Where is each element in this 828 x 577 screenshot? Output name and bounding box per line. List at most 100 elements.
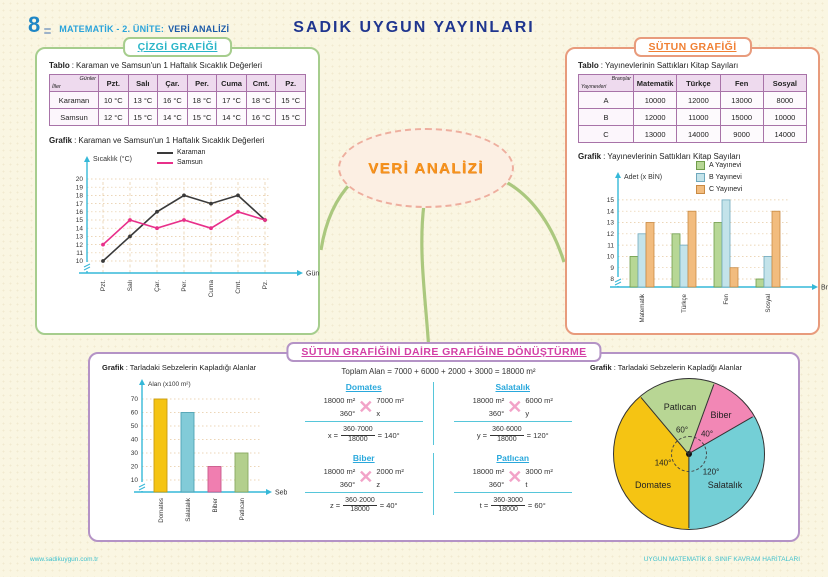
- table-cell: 15 °C: [127, 108, 159, 126]
- y-axis-arrow: [139, 379, 145, 385]
- legend-label: Karaman: [177, 149, 206, 156]
- bar: [771, 210, 781, 288]
- calc-title: Biber: [352, 452, 375, 463]
- table-col-header: Per.: [186, 74, 218, 92]
- data-point: [236, 209, 240, 214]
- table-cell: 13000: [719, 91, 764, 109]
- data-point: [155, 209, 159, 214]
- bar-graph-panel-tab: SÜTUN GRAFİĞİ: [633, 37, 752, 57]
- table-col-header: Çar.: [157, 74, 188, 92]
- conversion-calculations: Toplam Alan = 7000 + 6000 + 2000 + 3000 …: [295, 363, 582, 536]
- calc-block-biber: Biber 18000 m² 360° ✕ 2000 m² z z = 360·20…: [295, 452, 434, 515]
- cross-multiply-icon: ✕: [358, 467, 374, 488]
- x-tick-label: Salı: [127, 280, 134, 291]
- y-tick-label: 13: [607, 220, 615, 227]
- y-tick-label: 60: [131, 410, 139, 417]
- legend-box-swatch: [696, 173, 705, 182]
- corner-bottom-label: İller: [52, 84, 61, 90]
- y-tick-label: 18: [76, 193, 84, 200]
- table-col-header: Pzt.: [98, 74, 129, 92]
- calc-block-patlican: Patlıcan 18000 m² 360° ✕ 3000 m² t t = 360…: [444, 453, 583, 516]
- temperature-table: Günler İller Pzt. Salı Çar. Per. Cuma Cmt. Pz. Ka…: [49, 74, 306, 126]
- bar-patlıcan: [234, 452, 249, 493]
- y-tick-label: 40: [131, 437, 139, 444]
- bar-salatalık: [180, 412, 195, 493]
- table-col-header: Salı: [127, 74, 159, 92]
- calc-separator: [453, 421, 572, 422]
- y-tick-label: 20: [131, 464, 139, 471]
- bar: [637, 233, 647, 288]
- table-row-header: B: [578, 108, 634, 126]
- y-tick-label: 15: [607, 197, 615, 204]
- header-left: 8 MATEMATİK - 2. ÜNİTE: VERİ ANALİZİ: [28, 14, 229, 36]
- pie-slice-label: Domates: [634, 480, 672, 490]
- books-bar-chart: 8 9 10 11 12 13 14 15 Branşlar Adet (x BİN) Matema…: [607, 172, 828, 323]
- table-cell: 15 °C: [186, 108, 218, 126]
- x-tick-label: Salatalık: [185, 497, 192, 522]
- table-col-header: Cuma: [216, 74, 247, 92]
- table-cell: 10 °C: [98, 91, 129, 109]
- table-col-header: Pz.: [275, 74, 306, 92]
- data-point: [101, 259, 105, 263]
- pie-slice-label: Salatalık: [707, 480, 743, 490]
- tablo-label: Tablo: [578, 61, 599, 70]
- proportion: 18000 m² 360° ✕ 2000 m² z: [323, 466, 404, 489]
- calc-result: t = 360·3000 18000 = 60°: [479, 496, 546, 514]
- table-cell: 17 °C: [216, 91, 247, 109]
- legend-label: A Yayınevi: [709, 162, 742, 169]
- x-axis-label: Branşlar: [821, 285, 828, 292]
- y-axis-arrow: [84, 156, 90, 162]
- table-cell: 15000: [719, 108, 764, 126]
- table-corner-cell: Branşlar Yayınevleri: [578, 74, 634, 92]
- grade-number: 8: [28, 12, 41, 37]
- y-tick-label: 11: [76, 250, 83, 257]
- table-row-header: C: [578, 125, 634, 143]
- calc-result: x = 360·7000 18000 = 140°: [327, 426, 400, 443]
- table-cell: 13 °C: [127, 91, 159, 109]
- x-tick-label: Türkçe: [681, 293, 688, 312]
- table-col-header: Sosyal: [762, 74, 808, 92]
- y-tick-label: 11: [607, 242, 614, 249]
- total-area-line: Toplam Alan = 7000 + 6000 + 2000 + 3000 …: [341, 367, 536, 376]
- pie-circle: Domates 140° Salatalık 120° Biber 40° Patlıcan…: [613, 378, 765, 530]
- pie-slice-label: Patlıcan: [663, 402, 697, 412]
- bar: [671, 233, 681, 288]
- y-axis-label: Sıcaklık (°C): [93, 155, 132, 163]
- table-cell: 15 °C: [275, 91, 306, 109]
- unit-topic: VERİ ANALİZİ: [168, 24, 230, 34]
- table-cell: 15 °C: [275, 108, 306, 126]
- table-col-header: Cmt.: [245, 74, 277, 92]
- axis-break: [138, 482, 146, 491]
- y-tick-label: 17: [76, 201, 84, 208]
- bar: [679, 244, 689, 288]
- grafik-label: Grafik: [578, 152, 602, 161]
- bar: [645, 222, 655, 288]
- pie-chart-section: Grafik: Tarladaki Sebzelerin Kapladğı Ala…: [590, 363, 786, 536]
- y-tick-label: 70: [131, 396, 139, 403]
- y-tick-label: 15: [76, 217, 84, 224]
- x-tick-label: Domates: [158, 498, 165, 523]
- table-row: Karaman 10 °C 13 °C 16 °C 18 °C 17 °C 18 °C 15 …: [49, 91, 306, 109]
- topic-cloud-label: VERİ ANALİZİ: [368, 159, 484, 177]
- calc-result: y = 360·6000 18000 = 120°: [476, 426, 549, 443]
- calc-title: Domates: [345, 382, 382, 392]
- line-graph-panel: ÇİZGİ GRAFİĞİ Tablo: Karaman ve Samsun'un…: [35, 37, 328, 335]
- calc-separator: [453, 491, 572, 493]
- table-col-header: Fen: [719, 74, 764, 92]
- axis-break: [83, 262, 91, 271]
- books-table: Branşlar Yayınevleri Matematik Türkçe Fen Sos…: [578, 74, 808, 143]
- table-cell: 10000: [632, 91, 678, 109]
- table-cell: 11000: [676, 108, 721, 126]
- calc-title: Salatalık: [495, 382, 531, 392]
- x-tick-label: Pz.: [262, 280, 269, 290]
- table-cell: 13000: [632, 125, 678, 143]
- y-axis-label: Adet (x BİN): [624, 172, 662, 181]
- x-axis-label: Sebzeler: [275, 490, 287, 497]
- legend-line-swatch: [157, 151, 173, 154]
- legend-label: Samsun: [177, 159, 203, 166]
- y-axis-label: Alan (x100 m²): [148, 381, 191, 388]
- bar-domates: [153, 398, 168, 493]
- table-row-header: Samsun: [49, 108, 99, 126]
- axis-break: [614, 277, 622, 286]
